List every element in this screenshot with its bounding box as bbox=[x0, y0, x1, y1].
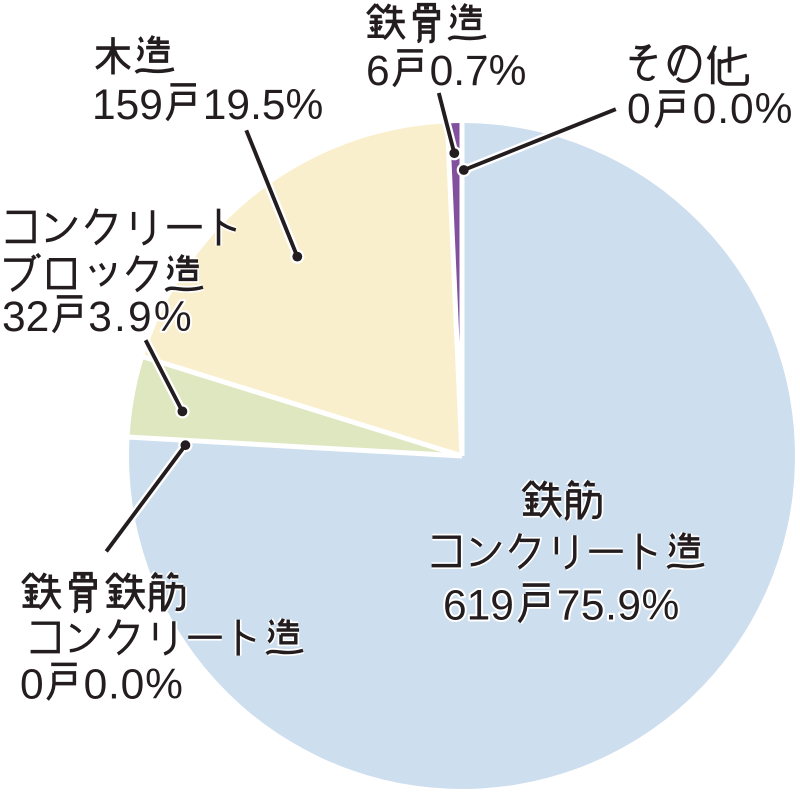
svg-text:619: 619 bbox=[443, 583, 514, 630]
svg-text:75.9%: 75.9% bbox=[557, 583, 680, 630]
svg-text:32: 32 bbox=[2, 294, 49, 341]
svg-text:0.0%: 0.0% bbox=[84, 662, 184, 709]
svg-text:0.0%: 0.0% bbox=[693, 86, 794, 133]
svg-text:0: 0 bbox=[627, 86, 652, 133]
svg-text:0.7%: 0.7% bbox=[430, 48, 527, 95]
svg-text:6: 6 bbox=[366, 48, 390, 95]
svg-text:19.5%: 19.5% bbox=[203, 82, 324, 129]
svg-text:159: 159 bbox=[92, 82, 163, 129]
svg-text:3.9%: 3.9% bbox=[88, 294, 194, 341]
svg-text:0: 0 bbox=[20, 662, 44, 709]
